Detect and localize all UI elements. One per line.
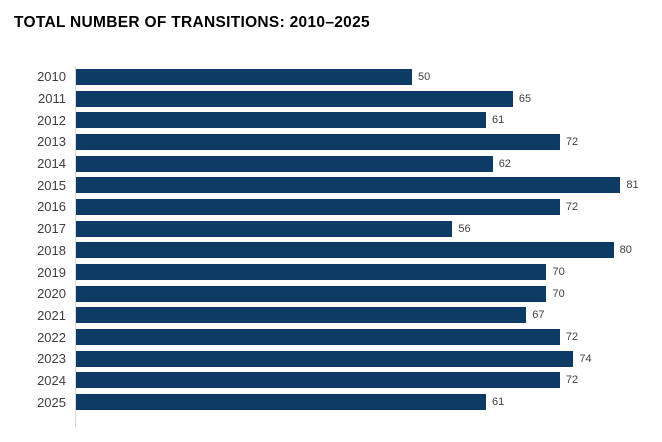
- bar: [76, 90, 513, 107]
- chart-row: 2013 72: [14, 131, 654, 153]
- bar-track: 81: [75, 174, 654, 197]
- bar-track: 72: [75, 131, 654, 153]
- bar: [76, 198, 560, 215]
- bar: [76, 68, 413, 85]
- chart-row: 2015 81: [14, 174, 654, 197]
- value-label: 70: [552, 287, 565, 300]
- category-label: 2013: [37, 134, 66, 150]
- bar-track: 70: [75, 261, 654, 283]
- category-label: 2011: [38, 91, 66, 107]
- bar-track: 70: [75, 282, 654, 305]
- chart-row: 2014 62: [14, 152, 654, 175]
- category-label: 2015: [37, 177, 66, 193]
- bar: [76, 329, 560, 346]
- chart-row: 2025 61: [14, 391, 654, 413]
- chart-row: 2021 67: [14, 304, 654, 327]
- value-label: 65: [518, 92, 532, 105]
- category-label: 2020: [37, 286, 66, 302]
- category-label: 2017: [37, 221, 66, 237]
- bar: [76, 133, 560, 150]
- category-label: 2016: [37, 199, 66, 215]
- bar: [76, 350, 574, 367]
- value-label: 70: [552, 266, 565, 279]
- value-label: 56: [458, 222, 471, 235]
- chart-row: 2016 72: [14, 196, 654, 218]
- category-label: 2018: [37, 242, 66, 258]
- chart-row: 2020 70: [14, 282, 654, 305]
- chart-row: 2023 74: [14, 347, 654, 370]
- category-label: 2014: [37, 156, 66, 172]
- category-label: 2022: [37, 329, 66, 345]
- bar-track: 67: [75, 304, 654, 327]
- bar-track: 65: [75, 87, 654, 110]
- value-label: 50: [418, 70, 431, 83]
- bar-track: 72: [75, 326, 654, 348]
- chart-title: TOTAL NUMBER OF TRANSITIONS: 2010–2025: [14, 14, 370, 31]
- bar: [76, 394, 486, 411]
- bar-track: 72: [75, 196, 654, 218]
- bar-track: 62: [75, 152, 654, 175]
- bar: [76, 112, 486, 129]
- category-label: 2010: [37, 69, 66, 85]
- bar: [76, 372, 560, 389]
- bar-track: 56: [75, 217, 654, 240]
- bar: [76, 285, 547, 302]
- value-label: 72: [565, 374, 579, 387]
- value-label: 72: [565, 331, 579, 344]
- value-label: 72: [565, 135, 579, 148]
- bar: [76, 307, 527, 324]
- category-label: 2024: [37, 372, 66, 388]
- bar-chart-plot-area: 2010 50 2011 65 2012 61 2013 72 2014 62 2015 81 2016…: [14, 66, 654, 427]
- category-label: 2012: [37, 112, 66, 128]
- value-label: 67: [532, 309, 545, 322]
- axis-line-tail: [75, 413, 77, 427]
- value-label: 61: [491, 396, 505, 409]
- chart-row: 2012 61: [14, 109, 654, 132]
- value-label: 81: [626, 179, 639, 192]
- bar-track: 61: [75, 109, 654, 132]
- category-label: 2019: [37, 264, 66, 280]
- chart-row: 2010 50: [14, 66, 654, 88]
- bar: [76, 242, 614, 259]
- value-label: 74: [579, 352, 592, 365]
- bar-track: 74: [75, 347, 654, 370]
- category-label: 2021: [37, 307, 66, 323]
- bar-track: 50: [75, 66, 654, 88]
- bar-track: 72: [75, 369, 654, 392]
- chart-row: 2024 72: [14, 369, 654, 392]
- bar-track: 80: [75, 239, 654, 262]
- value-label: 62: [498, 157, 511, 170]
- chart-row: 2019 70: [14, 261, 654, 283]
- chart-row: 2017 56: [14, 217, 654, 240]
- value-label: 80: [619, 244, 632, 257]
- category-label: 2023: [37, 351, 66, 367]
- value-label: 61: [491, 114, 505, 127]
- chart-row: 2022 72: [14, 326, 654, 348]
- bar: [76, 264, 547, 281]
- category-label: 2025: [37, 394, 66, 410]
- bar-track: 61: [75, 391, 654, 413]
- bar: [76, 155, 493, 172]
- value-label: 72: [565, 200, 579, 213]
- chart-row: 2011 65: [14, 87, 654, 110]
- bar: [76, 220, 453, 237]
- chart-row: 2018 80: [14, 239, 654, 262]
- bar: [76, 177, 621, 194]
